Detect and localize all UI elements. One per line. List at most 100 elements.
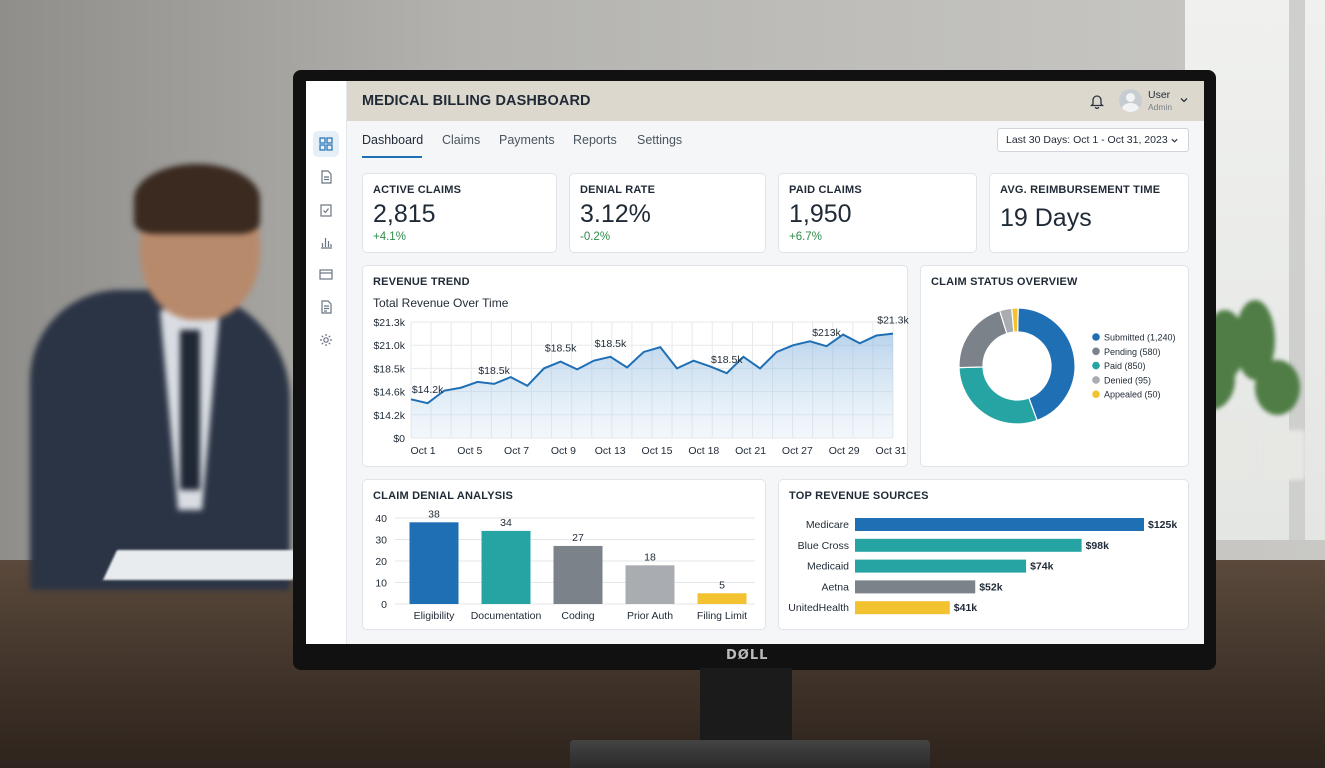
- kpi-value: 2,815: [373, 200, 436, 228]
- denial-analysis-card: CLAIM DENIAL ANALYSIS 0 10 20 30 40 38 Eligibi…: [362, 479, 766, 630]
- gear-icon[interactable]: [313, 327, 339, 353]
- bar: [409, 522, 459, 604]
- top-revenue-card: TOP REVENUE SOURCES Medicare $125k Blue Cr…: [778, 479, 1189, 630]
- legend-swatch: [1092, 376, 1100, 384]
- credit-card-icon[interactable]: [313, 261, 339, 287]
- revenue-area: [411, 333, 893, 438]
- kpi-value: 3.12%: [580, 200, 651, 228]
- kpi-title: DENIAL RATE: [580, 184, 656, 196]
- avatar[interactable]: [1119, 89, 1142, 112]
- kpi-card-active-claims[interactable]: ACTIVE CLAIMS 2,815 +4.1%: [362, 173, 557, 253]
- bar: [625, 565, 675, 604]
- y-tick-label: 20: [375, 556, 387, 568]
- bar-value-label: $74k: [1030, 561, 1054, 573]
- app-header: MEDICAL BILLING DASHBOARD User Admin: [347, 81, 1204, 121]
- x-tick-label: Oct 29: [829, 445, 860, 457]
- chart-subtitle: Total Revenue Over Time: [373, 296, 509, 310]
- legend-swatch: [1092, 390, 1100, 398]
- y-tick-label: 30: [375, 535, 387, 547]
- legend-label: Pending (580): [1104, 347, 1161, 357]
- user-role: Admin: [1148, 102, 1173, 112]
- x-tick-label: Oct 27: [782, 445, 813, 457]
- tab-claims[interactable]: Claims: [442, 133, 481, 147]
- x-tick-label: Oct 15: [642, 445, 673, 457]
- category-label: UnitedHealth: [788, 602, 849, 614]
- kpi-card-denial-rate[interactable]: DENIAL RATE 3.12% -0.2%: [569, 173, 766, 253]
- legend-label: Appealed (50): [1104, 390, 1161, 400]
- bar-value-label: 38: [428, 508, 440, 520]
- tab-reports[interactable]: Reports: [573, 133, 617, 147]
- user-name[interactable]: User: [1148, 89, 1171, 101]
- y-tick-label: 10: [375, 578, 387, 590]
- bar-value-label: $98k: [1086, 540, 1110, 552]
- bar: [855, 580, 976, 594]
- kpi-change: +4.1%: [373, 231, 406, 243]
- monitor-brand-logo: DØLL: [726, 648, 769, 663]
- kpi-title: ACTIVE CLAIMS: [373, 184, 462, 196]
- kpi-title: AVG. REIMBURSEMENT TIME: [1000, 184, 1161, 196]
- chevron-down-icon: [1171, 138, 1178, 143]
- y-tick-label: $21.0k: [373, 340, 405, 352]
- bar-chart-icon[interactable]: [313, 229, 339, 255]
- active-tab-indicator: [362, 156, 422, 158]
- legend-swatch: [1092, 347, 1100, 356]
- top-revenue-chart: Medicare $125k Blue Cross $98k Medicaid $74k A…: [788, 518, 1177, 615]
- legend-label: Submitted (1,240): [1104, 333, 1176, 343]
- clipboard-check-icon[interactable]: [313, 197, 339, 223]
- x-tick-label: Eligibility: [414, 610, 456, 622]
- kpi-value: 1,950: [789, 200, 852, 228]
- kpi-card-paid-claims[interactable]: PAID CLAIMS 1,950 +6.7%: [778, 173, 977, 253]
- pie-slice: [1011, 307, 1019, 333]
- y-tick-label: 40: [375, 513, 387, 525]
- notification-bell-icon[interactable]: [1089, 93, 1105, 109]
- bar-value-label: 34: [500, 517, 512, 529]
- category-label: Medicaid: [807, 561, 849, 573]
- x-tick-label: Oct 5: [457, 445, 482, 457]
- date-range-select[interactable]: Last 30 Days: Oct 1 - Oct 31, 2023: [997, 128, 1189, 152]
- card-title: CLAIM DENIAL ANALYSIS: [373, 490, 514, 502]
- dashboard-icon[interactable]: [313, 131, 339, 157]
- tab-settings[interactable]: Settings: [637, 133, 683, 147]
- revenue-line: [410, 332, 894, 405]
- data-label: $18.5k: [545, 343, 577, 355]
- kpi-card-reimbursement-time[interactable]: AVG. REIMBURSEMENT TIME 19 Days: [989, 173, 1189, 253]
- x-tick-label: Oct 13: [595, 445, 626, 457]
- tab-dashboard[interactable]: Dashboard: [362, 133, 424, 147]
- data-label: $18.5k: [595, 338, 627, 350]
- bar: [855, 559, 1027, 573]
- document-icon[interactable]: [313, 164, 339, 190]
- bar: [855, 518, 1144, 531]
- data-label: $21.3k: [877, 315, 909, 327]
- dashboard-screen: MEDICAL BILLING DASHBOARD User Admin Das…: [306, 81, 1204, 644]
- tab-payments[interactable]: Payments: [499, 133, 555, 147]
- claim-status-chart: Submitted (1,240) Pending (580) Paid (850)…: [958, 307, 1176, 425]
- kpi-value: 19 Days: [1000, 204, 1092, 232]
- card-title: REVENUE TREND: [373, 276, 470, 288]
- chevron-down-icon[interactable]: [1179, 95, 1189, 105]
- y-tick-label: $0: [393, 433, 405, 445]
- legend-swatch: [1092, 333, 1100, 341]
- main-nav: Dashboard Claims Payments Reports Settin…: [347, 121, 1204, 159]
- bar-value-label: $41k: [954, 602, 978, 614]
- app-title: MEDICAL BILLING DASHBOARD: [362, 93, 591, 109]
- bar: [553, 545, 603, 604]
- x-tick-label: Documentation: [471, 610, 542, 622]
- bar-value-label: 5: [719, 579, 725, 591]
- bar-value-label: $52k: [979, 581, 1003, 593]
- file-text-icon[interactable]: [313, 294, 339, 320]
- pie-slice: [1017, 307, 1076, 422]
- x-tick-label: Prior Auth: [627, 610, 673, 622]
- legend-swatch: [1092, 361, 1100, 370]
- bar-value-label: 18: [644, 551, 656, 563]
- x-tick-label: Oct 9: [551, 445, 576, 457]
- x-tick-label: Oct 18: [688, 445, 719, 457]
- legend-label: Paid (850): [1104, 361, 1146, 371]
- y-tick-label: $14.6k: [373, 387, 405, 399]
- category-label: Aetna: [822, 581, 850, 593]
- y-tick-label: $21.3k: [373, 317, 405, 329]
- card-title: TOP REVENUE SOURCES: [789, 490, 929, 502]
- kpi-change: -0.2%: [580, 231, 611, 243]
- monitor-stand-base: [570, 740, 930, 768]
- pie-slice: [958, 366, 1038, 425]
- monitor-stand: [700, 668, 792, 748]
